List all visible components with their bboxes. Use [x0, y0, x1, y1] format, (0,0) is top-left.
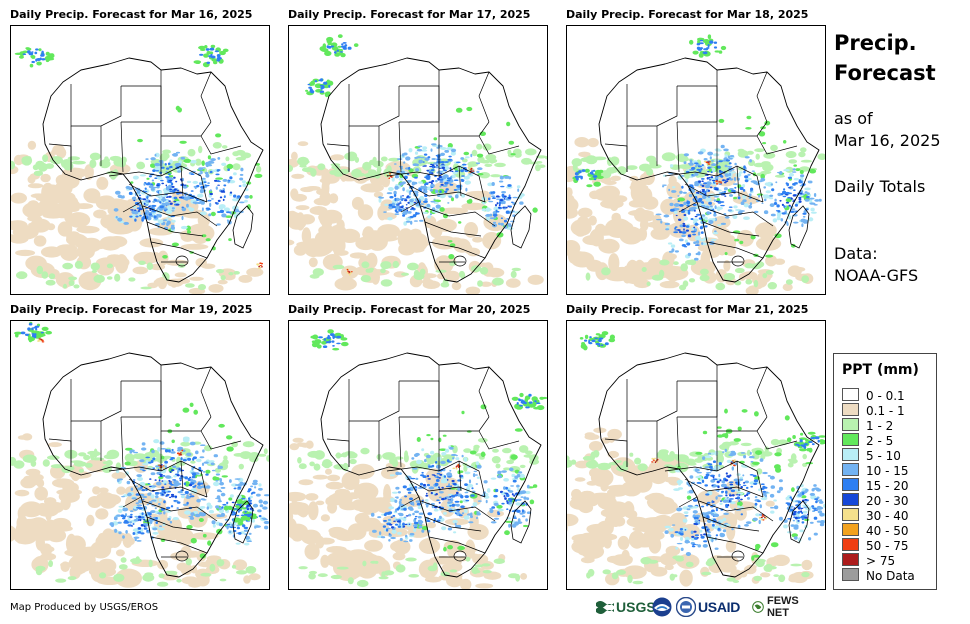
- legend-swatch: [842, 478, 859, 491]
- globe-icon: [752, 601, 764, 613]
- africa-precip-map-svg: [11, 321, 269, 589]
- legend-item: 10 - 15: [842, 463, 909, 478]
- data-source: NOAA-GFS: [834, 266, 919, 285]
- legend-label: 0.1 - 1: [866, 404, 905, 418]
- doc-seal: [676, 596, 696, 618]
- legend-item: 20 - 30: [842, 493, 909, 508]
- legend-swatch: [842, 433, 859, 446]
- panel-title: Daily Precip. Forecast for Mar 21, 2025: [566, 303, 809, 316]
- africa-precip-map-svg: [567, 321, 825, 589]
- noaa-logo: [652, 596, 672, 618]
- legend-swatch: [842, 463, 859, 476]
- usgs-wave-icon: [596, 601, 614, 614]
- legend-label: 40 - 50: [866, 524, 909, 538]
- legend-item: 40 - 50: [842, 523, 909, 538]
- legend-swatch: [842, 418, 859, 431]
- as-of-block: as of Mar 16, 2025: [834, 108, 941, 152]
- legend-item: 50 - 75: [842, 538, 909, 553]
- legend-item: No Data: [842, 568, 915, 583]
- africa-precip-map-svg: [567, 26, 825, 294]
- legend-label: 0 - 0.1: [866, 389, 905, 403]
- legend-item: 1 - 2: [842, 418, 893, 433]
- legend-item: 30 - 40: [842, 508, 909, 523]
- legend-label: > 75: [866, 554, 896, 568]
- africa-precip-map-svg: [289, 321, 547, 589]
- legend-label: 5 - 10: [866, 449, 901, 463]
- legend-item: 2 - 5: [842, 433, 893, 448]
- africa-precip-map-svg: [11, 26, 269, 294]
- map-credit: Map Produced by USGS/EROS: [10, 602, 159, 613]
- as-of-label: as of: [834, 109, 873, 128]
- side-title-line2: Forecast: [834, 61, 936, 85]
- fews-net-logo: FEWS NET: [752, 595, 805, 619]
- noaa-emblem-icon: [652, 597, 672, 617]
- as-of-date: Mar 16, 2025: [834, 131, 941, 150]
- legend-swatch: [842, 448, 859, 461]
- legend-swatch: [842, 508, 859, 521]
- legend-label: 20 - 30: [866, 494, 909, 508]
- legend-label: No Data: [866, 569, 915, 583]
- legend-label: 15 - 20: [866, 479, 909, 493]
- data-source-block: Data: NOAA-GFS: [834, 243, 918, 287]
- legend-swatch: [842, 523, 859, 536]
- usaid-logo: USAID: [698, 596, 740, 618]
- legend-swatch: [842, 568, 859, 581]
- panel-title: Daily Precip. Forecast for Mar 17, 2025: [288, 8, 531, 21]
- daily-totals-label: Daily Totals: [834, 177, 926, 196]
- fews-wordmark: FEWS NET: [766, 595, 799, 619]
- legend-item: 15 - 20: [842, 478, 909, 493]
- legend-label: 10 - 15: [866, 464, 909, 478]
- legend: PPT (mm) 0 - 0.1 0.1 - 1 1 - 2 2 - 5 5 -…: [833, 353, 937, 590]
- legend-title: PPT (mm): [842, 362, 919, 378]
- legend-swatch: [842, 403, 859, 416]
- panel-title: Daily Precip. Forecast for Mar 16, 2025: [10, 8, 253, 21]
- precip-map: [10, 25, 270, 295]
- precip-map: [566, 320, 826, 590]
- legend-item: 0 - 0.1: [842, 388, 905, 403]
- data-label: Data:: [834, 244, 878, 263]
- legend-label: 1 - 2: [866, 419, 894, 433]
- panel-title: Daily Precip. Forecast for Mar 19, 2025: [10, 303, 253, 316]
- panel-title: Daily Precip. Forecast for Mar 18, 2025: [566, 8, 809, 21]
- legend-swatch: [842, 538, 859, 551]
- precip-map: [288, 25, 548, 295]
- side-title: Precip. Forecast: [834, 28, 936, 88]
- legend-item: > 75: [842, 553, 895, 568]
- precip-map: [566, 25, 826, 295]
- commerce-seal-icon: [676, 597, 696, 617]
- precip-map: [10, 320, 270, 590]
- side-title-line1: Precip.: [834, 31, 917, 55]
- usgs-wordmark: USGS: [616, 599, 656, 615]
- panel-title: Daily Precip. Forecast for Mar 20, 2025: [288, 303, 531, 316]
- precip-map: [288, 320, 548, 590]
- legend-item: 5 - 10: [842, 448, 901, 463]
- legend-label: 2 - 5: [866, 434, 894, 448]
- legend-swatch: [842, 553, 859, 566]
- usaid-wordmark: USAID: [698, 599, 741, 615]
- usgs-logo: USGS: [596, 596, 656, 618]
- legend-label: 30 - 40: [866, 509, 909, 523]
- legend-label: 50 - 75: [866, 539, 909, 553]
- legend-item: 0.1 - 1: [842, 403, 905, 418]
- africa-precip-map-svg: [289, 26, 547, 294]
- legend-swatch: [842, 388, 859, 401]
- legend-swatch: [842, 493, 859, 506]
